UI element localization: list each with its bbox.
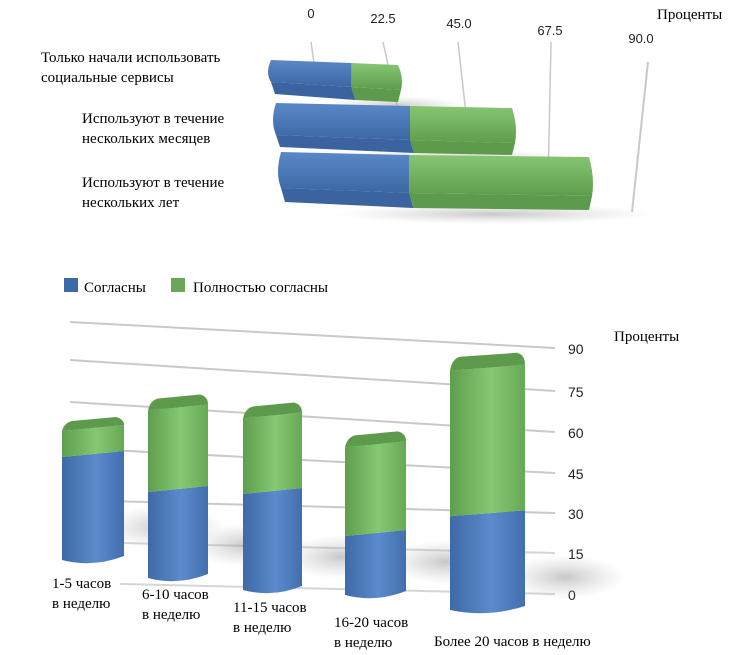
bottom-bar-fully-agree-1	[148, 404, 208, 492]
bottom-tick-5: 75	[568, 384, 584, 400]
top-tick-4: 90.0	[628, 31, 653, 46]
bottom-bar-cap-0	[62, 417, 124, 431]
top-chart-tick-labels: 0 22.5 45.0 67.5 90.0	[307, 6, 653, 46]
top-category-label-2-1: нескольких лет	[82, 195, 180, 211]
bottom-bar-agree-0	[62, 451, 124, 564]
bottom-category-label-1-1: в неделю	[142, 607, 200, 623]
bottom-tick-2: 30	[568, 506, 584, 522]
top-bar-agree-underside-0	[271, 82, 356, 100]
bottom-bar-agree-2	[243, 487, 302, 594]
legend-swatch-fully-agree	[171, 278, 185, 292]
bottom-category-label-0-1: в неделю	[52, 596, 110, 612]
top-tick-2: 45.0	[446, 16, 471, 31]
bottom-tick-6: 90	[568, 341, 584, 357]
top-bar-agree-underside-1	[276, 135, 414, 153]
top-chart: 0 22.5 45.0 67.5 90.0 Только начали использо…	[41, 6, 722, 224]
bottom-bar-cap-3	[345, 431, 406, 448]
top-bar-fully-agree-underside-1	[410, 140, 515, 155]
top-category-label-1-0: Используют в течение	[82, 111, 224, 127]
legend: Согласны Полностью согласны	[64, 278, 328, 296]
top-bar-agree-1	[273, 103, 410, 140]
bottom-bar-cap-4	[450, 352, 525, 371]
top-bar-fully-agree-0	[351, 63, 402, 90]
bottom-bar-fully-agree-2	[243, 412, 302, 494]
bottom-gridline-6	[69, 321, 556, 349]
bottom-bar-fully-agree-3	[345, 441, 406, 537]
bottom-bar-cap-1	[148, 394, 208, 411]
legend-label-fully-agree: Полностью согласны	[193, 280, 328, 296]
top-category-label-1-1: нескольких месяцев	[82, 131, 210, 147]
legend-swatch-agree	[64, 278, 78, 292]
bottom-category-label-2-0: 11-15 часов	[233, 600, 307, 616]
top-bar-fully-agree-1	[410, 106, 516, 143]
top-chart-bars	[268, 60, 593, 210]
bottom-category-label-0-0: 1-5 часов	[52, 576, 111, 592]
bottom-bar-agree-1	[148, 486, 208, 582]
top-category-label-0-0: Только начали использовать	[41, 50, 221, 66]
bottom-tick-3: 45	[568, 466, 584, 482]
top-bar-agree-underside-2	[281, 188, 414, 208]
bottom-category-label-4-0: Более 20 часов в неделю	[434, 634, 591, 650]
top-category-label-0-1: социальные сервисы	[41, 70, 174, 86]
bottom-category-label-3-0: 16-20 часов	[334, 615, 408, 631]
top-bar-agree-2	[278, 152, 410, 193]
top-bar-fully-agree-2	[409, 155, 593, 196]
bottom-tick-4: 60	[568, 425, 584, 441]
bottom-category-label-3-1: в неделю	[334, 635, 392, 651]
bottom-chart-axis-title: Проценты	[614, 329, 679, 345]
top-chart-axis-title: Проценты	[657, 7, 722, 23]
top-bar-fully-agree-underside-0	[351, 87, 401, 102]
top-bar-fully-agree-underside-2	[409, 193, 592, 210]
top-gridline-4	[631, 61, 649, 213]
bottom-chart-bars	[62, 352, 525, 614]
bottom-bar-fully-agree-0	[62, 425, 124, 457]
legend-label-agree: Согласны	[84, 280, 146, 296]
top-tick-1: 22.5	[370, 11, 395, 26]
top-bar-agree-0	[268, 60, 352, 87]
bottom-bar-agree-3	[345, 530, 406, 599]
bottom-bar-shadow-4	[505, 555, 625, 599]
bottom-category-label-2-1: в неделю	[233, 620, 291, 636]
top-category-label-2-0: Используют в течение	[82, 175, 224, 191]
bottom-bar-agree-4	[450, 510, 525, 614]
bottom-bar-cap-2	[243, 402, 302, 419]
top-tick-3: 67.5	[537, 23, 562, 38]
bottom-category-label-1-0: 6-10 часов	[142, 587, 209, 603]
top-chart-category-labels: Только начали использовать социальные сер…	[41, 50, 224, 211]
bottom-bar-fully-agree-4	[450, 364, 525, 517]
bottom-chart-category-labels: 1-5 часов в неделю 6-10 часов в неделю 11-15…	[52, 576, 591, 651]
top-tick-0: 0	[307, 6, 314, 21]
